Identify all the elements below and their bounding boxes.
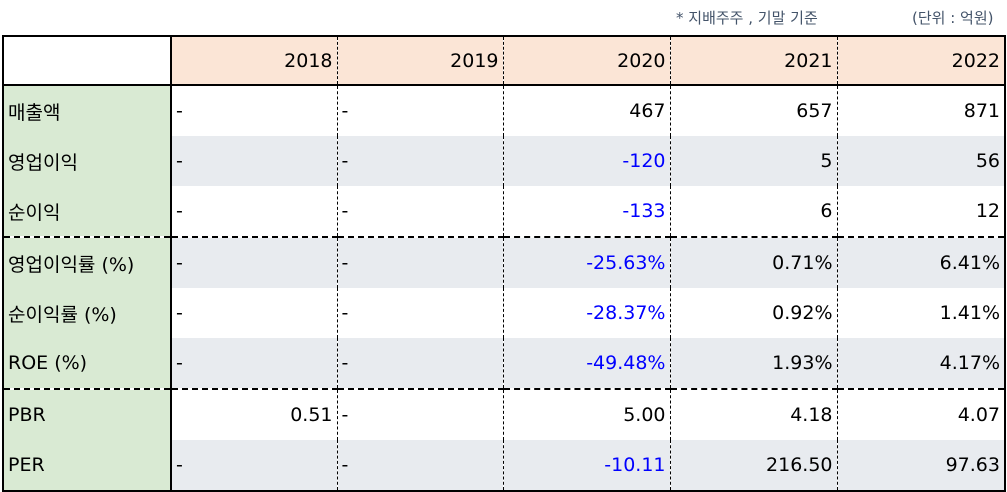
table-cell: -133	[503, 186, 671, 238]
table-cell: 1.93%	[670, 338, 838, 390]
row-label: 영업이익률 (%)	[3, 237, 172, 288]
row-label: 순이익률 (%)	[3, 288, 172, 338]
table-cell: 657	[670, 85, 838, 136]
table-cell: -	[171, 136, 338, 186]
financial-table: 2018 2019 2020 2021 2022 매출액 - - 467 657…	[2, 35, 1006, 492]
table-cell: 467	[503, 85, 671, 136]
table-row: ROE (%) - - -49.48% 1.93% 4.17%	[3, 338, 1005, 390]
note-unit: (단위 : 억원)	[912, 9, 994, 27]
year-header: 2018	[171, 36, 338, 86]
row-label: PER	[3, 440, 172, 491]
year-header: 2021	[670, 36, 838, 86]
year-header: 2019	[337, 36, 504, 86]
table-cell: 56	[837, 136, 1005, 186]
table-cell: -	[337, 338, 504, 390]
note-basis: * 지배주주 , 기말 기준	[676, 9, 818, 27]
table-cell: 0.51	[171, 389, 338, 440]
corner-cell	[3, 36, 172, 86]
table-cell: -	[171, 338, 338, 390]
table-cell: 1.41%	[939, 302, 1000, 324]
table-cell: -	[337, 389, 504, 440]
table-row: PER - - -10.11 216.50 97.63	[3, 440, 1005, 491]
table-row: 순이익률 (%) - - -28.37% 0.92% 1.41%	[3, 288, 1005, 338]
table-cell: -	[337, 288, 504, 338]
table-cell: -	[171, 237, 338, 288]
table-cell: -28.37%	[503, 288, 671, 338]
table-row: PBR 0.51 - 5.00 4.18 4.07	[3, 389, 1005, 440]
table-cell: -	[171, 440, 338, 491]
row-label: 매출액	[3, 85, 172, 136]
table-cell: 5.00	[503, 389, 671, 440]
table-cell: -10.11	[503, 440, 671, 491]
table-cell: -49.48%	[503, 338, 671, 390]
table-cell: 12	[837, 186, 1005, 238]
table-cell: 4.17%	[837, 338, 1005, 390]
table-cell: 5	[670, 136, 838, 186]
table-cell: -	[337, 136, 504, 186]
table-cell: -	[171, 85, 338, 136]
table-cell: 4.18	[670, 389, 838, 440]
table-cell: -120	[503, 136, 671, 186]
row-label: ROE (%)	[3, 338, 172, 390]
table-cell: -	[171, 288, 338, 338]
table-cell: 97.63	[837, 440, 1005, 491]
row-label: 영업이익	[3, 136, 172, 186]
table-cell: -25.63%	[503, 237, 671, 288]
table-cell: 6	[670, 186, 838, 238]
row-label: PBR	[3, 389, 172, 440]
year-header: 2020	[503, 36, 671, 86]
table-cell: -	[337, 237, 504, 288]
table-cell: 6.41%	[837, 237, 1005, 288]
table-row: 순이익 - - -133 6 12	[3, 186, 1005, 238]
table-cell: 0.71%	[670, 237, 838, 288]
table-row: 매출액 - - 467 657 871	[3, 85, 1005, 136]
table-cell: 871	[963, 100, 1000, 122]
table-cell: -	[337, 440, 504, 491]
header-row: 2018 2019 2020 2021 2022	[3, 36, 1005, 86]
table-cell: -	[337, 85, 504, 136]
table-cell: 0.92%	[670, 288, 838, 338]
table-cell: 216.50	[670, 440, 838, 491]
table-cell: 4.07	[957, 404, 1000, 426]
table-row: 영업이익률 (%) - - -25.63% 0.71% 6.41%	[3, 237, 1005, 288]
year-header: 2022	[837, 36, 1005, 86]
table-row: 영업이익 - - -120 5 56	[3, 136, 1005, 186]
table-cell: -	[171, 186, 338, 238]
row-label: 순이익	[3, 186, 172, 238]
table-cell: -	[337, 186, 504, 238]
